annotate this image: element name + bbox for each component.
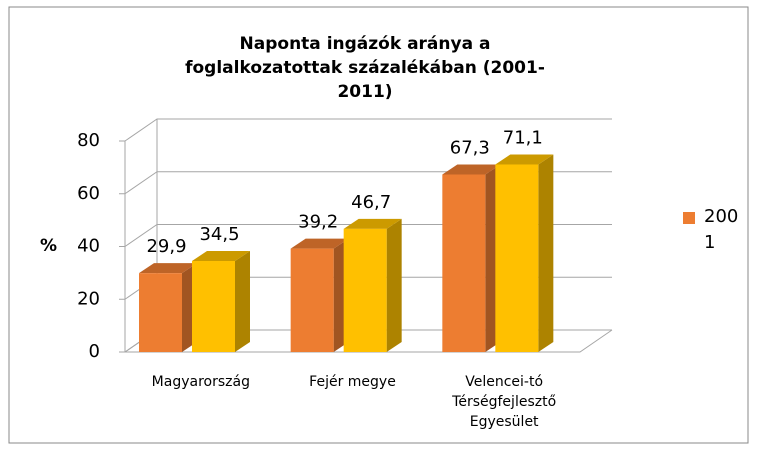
- data-label: 71,1: [503, 127, 543, 148]
- grid-line: [124, 118, 612, 142]
- bar: [139, 263, 197, 352]
- y-tick-label: 20: [77, 288, 100, 309]
- floor-edge: [125, 329, 613, 353]
- bar-top: [442, 164, 501, 175]
- x-tick-label: Magyarország: [151, 374, 250, 390]
- data-label: 34,5: [199, 224, 239, 245]
- data-label: 67,3: [450, 137, 490, 158]
- y-axis-label: %: [40, 236, 58, 256]
- legend-label: 2001: [704, 206, 739, 253]
- x-tick-label: Velencei-tó Térségfejlesztő Egyesület: [452, 374, 557, 430]
- chart-title: Naponta ingázók aránya a foglalkozatotta…: [185, 34, 545, 102]
- y-tick-label: 40: [77, 236, 100, 257]
- bar-top: [343, 218, 402, 229]
- data-label: 29,9: [146, 236, 186, 257]
- bar-front: [495, 164, 539, 352]
- bar-front: [343, 228, 387, 352]
- bar: [290, 238, 349, 352]
- bar-front: [139, 273, 182, 352]
- data-label: 46,7: [351, 192, 391, 213]
- bar-top: [192, 251, 250, 262]
- bar: [192, 251, 250, 352]
- bar-side: [235, 251, 250, 352]
- bar: [442, 164, 501, 352]
- bar-side: [386, 218, 402, 352]
- x-tick-label: Fejér megye: [309, 374, 396, 390]
- bar-side: [538, 154, 554, 352]
- y-tick-label: 60: [77, 183, 100, 204]
- bar-top: [290, 238, 349, 249]
- bar: [495, 154, 554, 352]
- data-label: 39,2: [298, 212, 338, 233]
- y-tick-label: 0: [89, 341, 100, 362]
- bar-top: [495, 154, 554, 165]
- legend-swatch: [683, 212, 695, 224]
- bar: [343, 218, 402, 352]
- chart-border: [8, 6, 749, 444]
- y-tick-label: 80: [77, 130, 100, 151]
- bar-top: [139, 263, 197, 274]
- bar-front: [442, 174, 486, 352]
- bar-front: [290, 248, 334, 352]
- bar-front: [192, 261, 235, 352]
